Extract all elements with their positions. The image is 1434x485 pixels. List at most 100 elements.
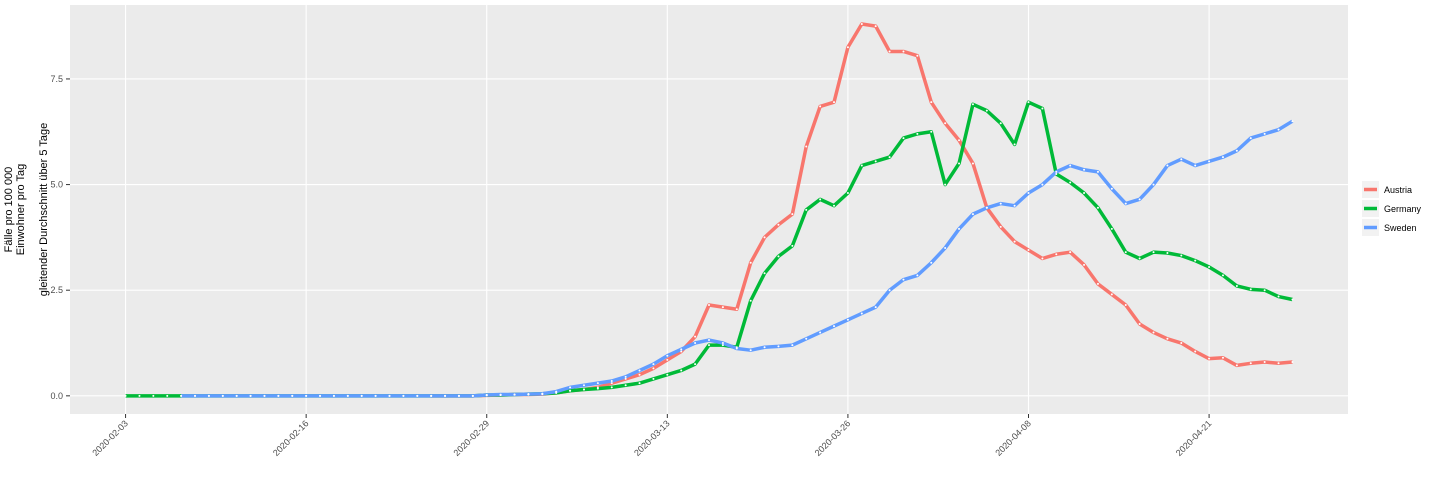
data-point [596,382,599,385]
data-point [1291,361,1294,364]
data-point [1110,227,1113,230]
y-axis-label-line: gleitender Durchschnitt über 5 Tage [38,123,50,296]
data-point [1083,263,1086,266]
data-point [652,363,655,366]
x-tick-label: 2020-02-03 [90,418,130,458]
data-point [888,289,891,292]
data-point [444,394,447,397]
data-point [430,394,433,397]
data-point [1069,251,1072,254]
data-point [1013,143,1016,146]
data-point [1249,137,1252,140]
data-point [1221,156,1224,159]
data-point [791,213,794,216]
data-point [1152,183,1155,186]
legend-label: Sweden [1384,223,1417,233]
data-point [1138,198,1141,201]
data-point [1124,303,1127,306]
data-point [666,354,669,357]
data-point [819,331,822,334]
data-point [582,384,585,387]
data-point [930,101,933,104]
data-point [888,50,891,53]
data-point [902,278,905,281]
data-point [805,145,808,148]
data-point [1194,350,1197,353]
data-point [791,244,794,247]
data-point [680,350,683,353]
data-point [1235,284,1238,287]
data-point [944,246,947,249]
data-point [874,25,877,28]
data-point [1263,289,1266,292]
data-point [805,337,808,340]
data-point [1083,168,1086,171]
data-point [569,389,572,392]
data-point [652,367,655,370]
data-point [1152,331,1155,334]
data-point [485,393,488,396]
data-point [263,394,266,397]
data-point [930,130,933,133]
data-point [902,137,905,140]
data-point [1027,192,1030,195]
data-point [735,308,738,311]
data-point [874,306,877,309]
data-point [999,225,1002,228]
y-tick-label: 2.5 [50,285,63,295]
data-point [249,394,252,397]
data-point [527,393,530,396]
data-point [1263,361,1266,364]
data-point [1166,252,1169,255]
data-point [721,306,724,309]
data-point [513,393,516,396]
data-point [888,156,891,159]
data-point [1277,128,1280,131]
plot-panel [70,5,1348,414]
data-point [680,348,683,351]
data-point [666,373,669,376]
data-point [1083,192,1086,195]
data-point [958,227,961,230]
x-tick-label: 2020-02-29 [452,418,492,458]
data-point [610,386,613,389]
data-point [596,387,599,390]
data-point [749,299,752,302]
data-point [1166,337,1169,340]
data-point [124,394,127,397]
data-point [805,208,808,211]
data-point [944,122,947,125]
data-point [1180,254,1183,257]
data-point [1013,240,1016,243]
data-point [1110,293,1113,296]
data-point [360,394,363,397]
data-point [1180,158,1183,161]
data-point [1208,265,1211,268]
data-point [833,101,836,104]
data-point [152,394,155,397]
legend-label: Austria [1384,185,1412,195]
data-point [457,394,460,397]
data-point [694,363,697,366]
data-point [1055,173,1058,176]
data-point [471,394,474,397]
data-point [1221,356,1224,359]
data-point [1124,251,1127,254]
data-point [1096,170,1099,173]
data-point [694,335,697,338]
data-point [638,369,641,372]
data-point [902,50,905,53]
x-tick-label: 2020-04-21 [1174,418,1214,458]
data-point [1291,298,1294,301]
data-point [708,344,710,347]
data-point [1263,132,1266,135]
data-point [1041,257,1044,260]
data-point [652,377,655,380]
data-point [791,344,794,347]
data-point [1041,107,1044,110]
data-point [624,377,627,380]
data-point [763,346,766,349]
data-point [1055,170,1058,173]
data-point [721,342,724,345]
data-point [541,392,544,395]
